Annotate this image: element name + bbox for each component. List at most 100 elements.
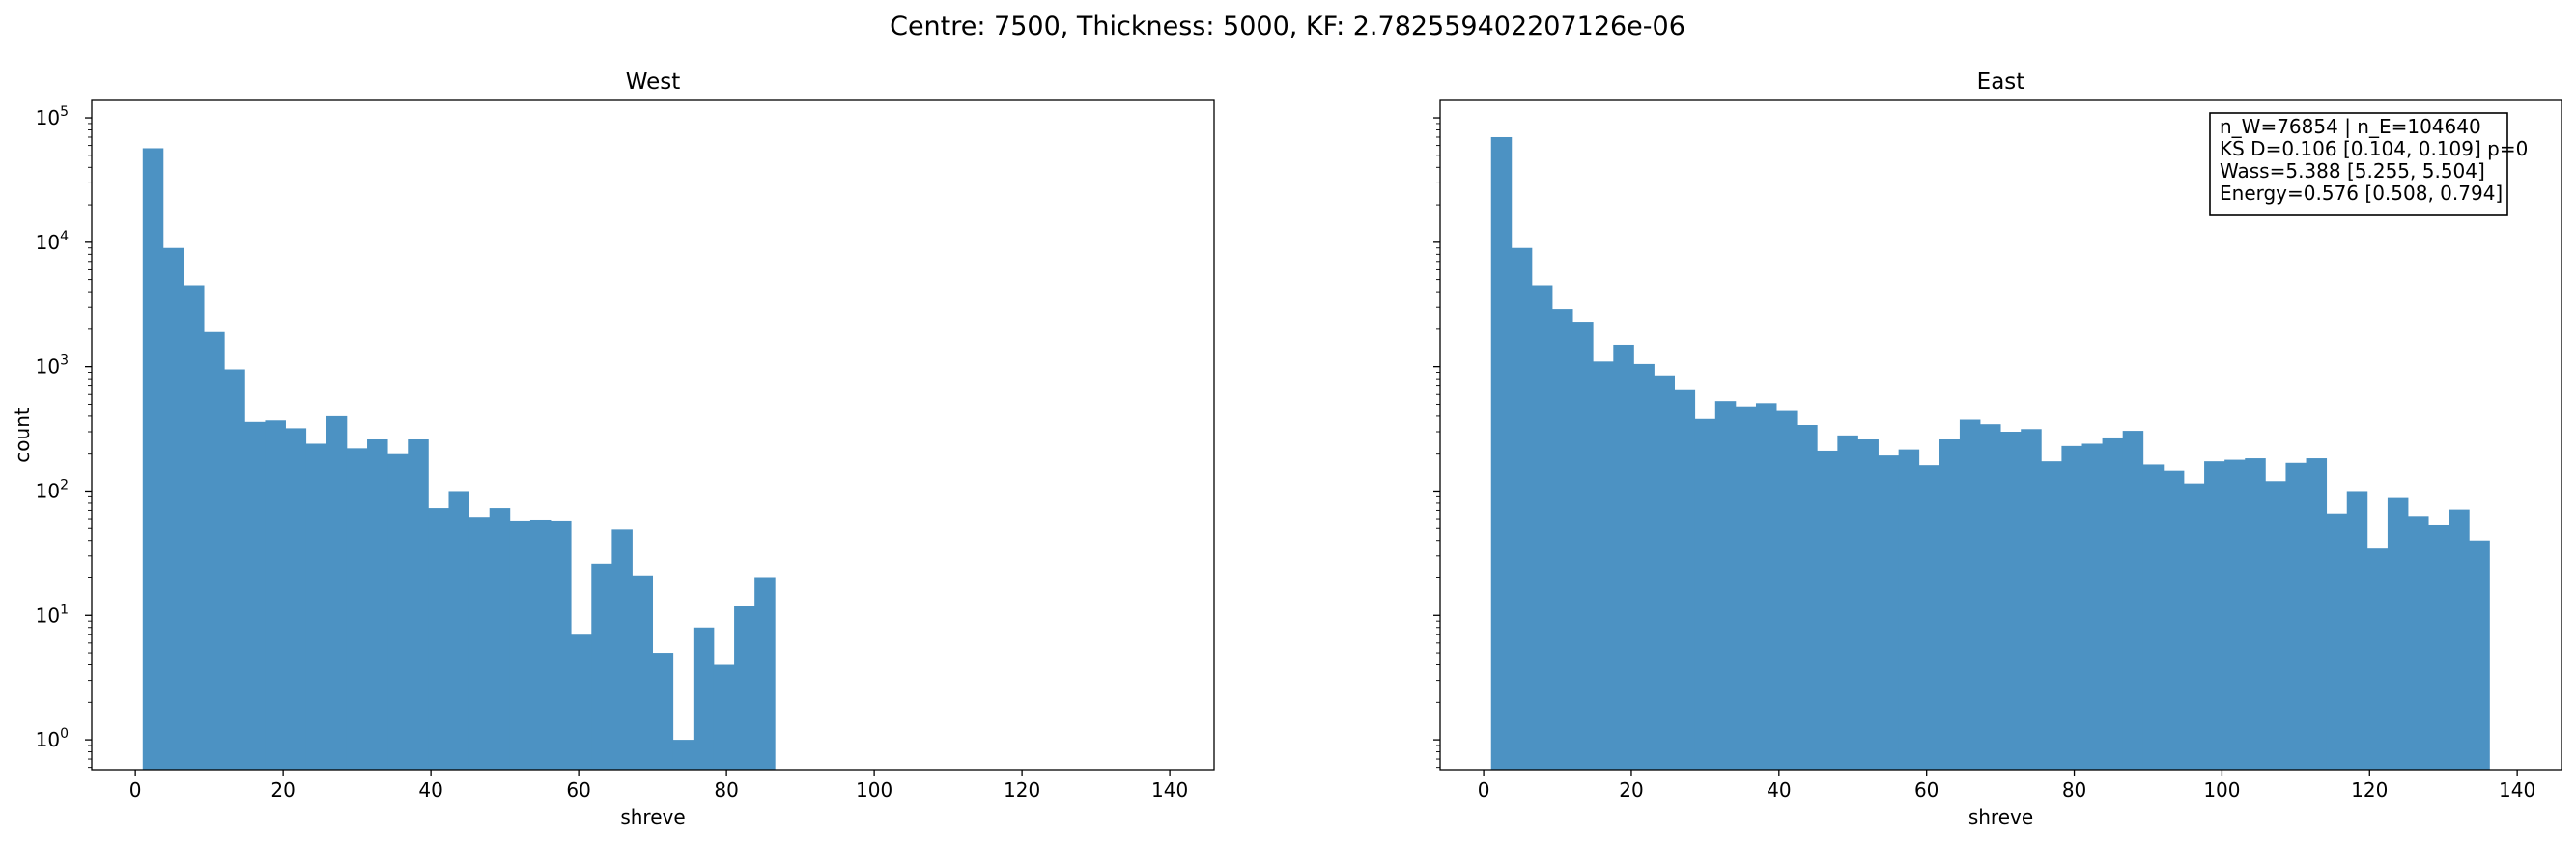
west-x-axis-label: shreve — [620, 805, 685, 829]
east-bar — [1837, 435, 1858, 770]
east-x-tick-label: 60 — [1914, 778, 1939, 802]
west-x-tick-label: 60 — [566, 778, 590, 802]
east-bar — [1878, 455, 1900, 770]
east-bar — [1817, 450, 1838, 770]
west-panel: 0 20 40 60 80 100 120 140 100 101 102 103 104 105 We… — [11, 70, 1215, 829]
east-bars — [1490, 136, 2490, 771]
west-bar — [326, 415, 348, 770]
stats-line-counts: n_W=76854 | n_E=104640 — [2220, 115, 2481, 138]
stats-line-wasserstein: Wass=5.388 [5.255, 5.504] — [2220, 159, 2485, 183]
west-bar — [571, 634, 592, 770]
west-bar — [652, 653, 674, 770]
east-bar — [2387, 497, 2409, 770]
west-y-tick-label: 102 — [36, 477, 69, 502]
east-bar — [1674, 389, 1696, 770]
east-x-ticks: 0 20 40 60 80 100 120 140 — [1478, 770, 2535, 802]
east-bar — [1613, 344, 1634, 770]
figure-suptitle: Centre: 7500, Thickness: 5000, KF: 2.782… — [890, 12, 1685, 42]
west-bar — [509, 520, 531, 770]
east-bar — [1572, 322, 1594, 770]
east-bar — [2224, 459, 2246, 770]
west-bar — [468, 517, 491, 770]
stats-box-frame — [2209, 112, 2508, 216]
west-bar — [285, 428, 307, 770]
east-x-tick-label: 0 — [1478, 778, 1490, 802]
west-y-tick-label: 104 — [36, 229, 69, 254]
west-y-ticks: 100 101 102 103 104 105 — [36, 104, 92, 769]
east-bar — [2204, 461, 2225, 770]
east-bar — [1694, 418, 1716, 770]
east-bar — [2183, 483, 2205, 770]
west-x-tick-label: 0 — [129, 778, 142, 802]
west-bars — [142, 148, 776, 771]
west-bar — [489, 508, 511, 770]
west-bar — [734, 606, 755, 770]
west-x-tick-label: 80 — [714, 778, 738, 802]
west-bar — [693, 627, 715, 770]
west-x-tick-label: 100 — [856, 778, 892, 802]
east-bar — [2285, 462, 2307, 770]
east-bar — [2081, 443, 2103, 770]
west-y-tick-label: 105 — [36, 104, 69, 129]
east-bar — [1531, 285, 1553, 770]
west-bar — [305, 443, 327, 770]
east-x-tick-label: 100 — [2203, 778, 2240, 802]
east-bar — [1939, 439, 1961, 770]
east-bar — [1552, 309, 1573, 770]
east-x-tick-label: 120 — [2351, 778, 2388, 802]
stats-line-ks: KS D=0.106 [0.104, 0.109] p=0 — [2220, 137, 2528, 160]
east-bar — [1980, 424, 2001, 770]
east-bar — [2449, 509, 2470, 770]
west-bar — [591, 563, 612, 770]
west-bar — [448, 491, 469, 770]
east-axes-frame — [1439, 99, 2562, 771]
west-y-tick-label: 100 — [36, 726, 69, 751]
west-bar — [346, 448, 368, 770]
east-bar — [1654, 375, 1675, 770]
west-bar — [754, 577, 776, 770]
east-bar — [2428, 524, 2449, 770]
east-bar — [2408, 516, 2429, 770]
east-bar — [1755, 403, 1777, 770]
west-bar — [428, 508, 449, 770]
east-bar — [2163, 470, 2185, 770]
west-bar — [672, 740, 694, 770]
east-title: East — [1977, 70, 2025, 95]
west-x-tick-label: 120 — [1004, 778, 1040, 802]
east-bar — [2265, 481, 2286, 770]
west-bar — [244, 421, 266, 770]
east-bar — [1918, 465, 1940, 770]
west-x-tick-label: 40 — [418, 778, 442, 802]
west-y-tick-label: 101 — [36, 602, 69, 627]
east-bar — [2000, 432, 2022, 770]
west-bar — [551, 520, 572, 770]
west-axes-frame — [91, 99, 1215, 771]
east-bar — [2061, 445, 2082, 770]
east-bar — [2245, 458, 2266, 770]
west-bar — [367, 439, 388, 770]
east-bar — [1714, 401, 1737, 770]
west-bar — [632, 575, 654, 770]
west-bar — [204, 331, 225, 770]
east-bar — [2306, 458, 2328, 770]
east-bar — [2041, 461, 2062, 770]
west-bar — [387, 453, 409, 770]
east-bar — [2326, 513, 2348, 770]
west-bar — [713, 664, 735, 770]
east-bar — [1898, 449, 1920, 770]
west-bar — [265, 420, 286, 770]
east-bar — [1959, 419, 1981, 770]
east-bar — [1511, 247, 1533, 770]
east-bar — [1776, 410, 1798, 770]
east-x-tick-label: 140 — [2499, 778, 2535, 802]
stats-annotation-box: n_W=76854 | n_E=104640 KS D=0.106 [0.104… — [2209, 112, 2528, 216]
east-bar — [2469, 540, 2490, 770]
west-x-tick-label: 20 — [270, 778, 295, 802]
east-x-tick-label: 20 — [1619, 778, 1643, 802]
west-bar — [529, 519, 552, 770]
east-panel: 0 20 40 60 80 100 120 140 East shreve — [1433, 70, 2562, 829]
west-y-axis-label: count — [11, 408, 34, 463]
west-bar — [162, 247, 184, 770]
east-bar — [1735, 406, 1757, 770]
